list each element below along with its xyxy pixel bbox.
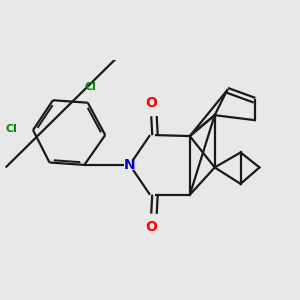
Text: N: N	[123, 158, 135, 172]
Text: O: O	[146, 96, 158, 110]
Text: Cl: Cl	[5, 124, 17, 134]
Text: O: O	[146, 220, 158, 234]
Text: Cl: Cl	[84, 82, 96, 92]
